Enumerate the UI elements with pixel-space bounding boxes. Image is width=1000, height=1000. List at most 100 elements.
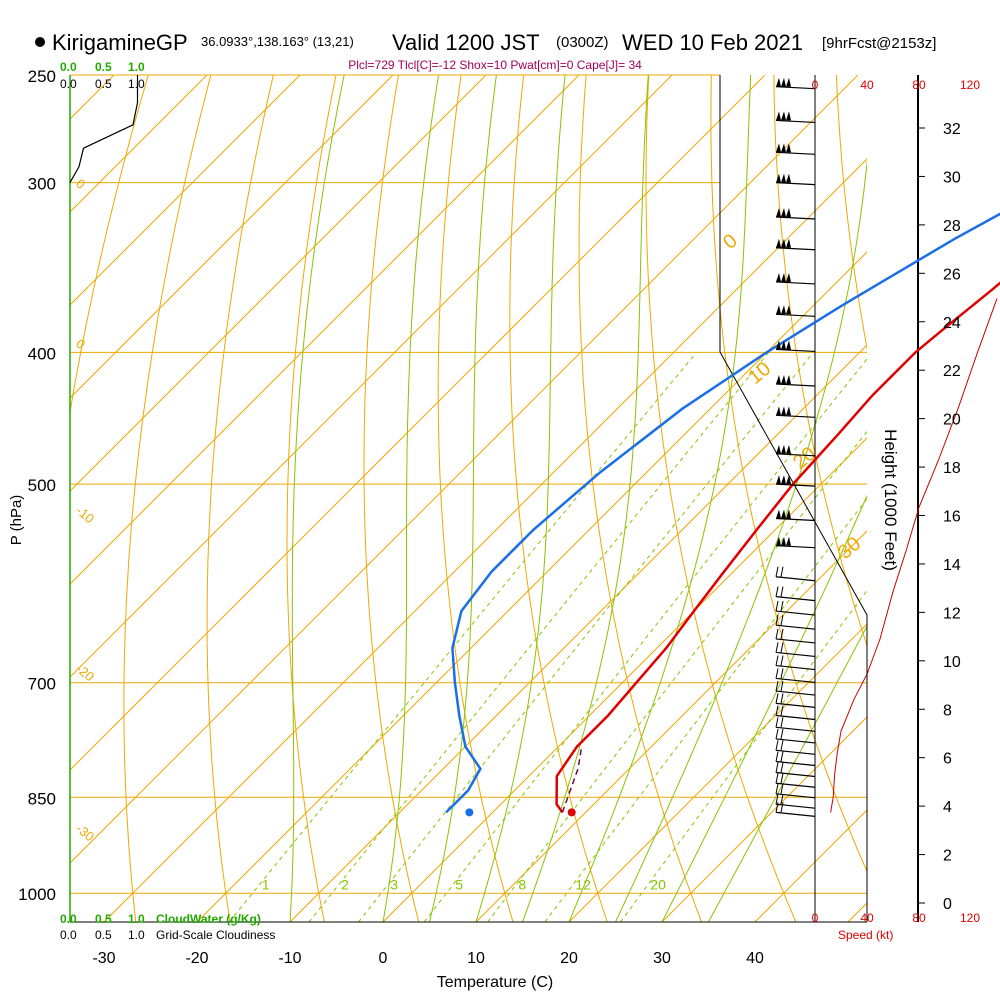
wind-barb-flag bbox=[781, 143, 786, 153]
wind-barb-flag bbox=[786, 207, 791, 217]
temperature-line bbox=[555, 281, 1000, 814]
cloudiness-tick-top-2: 1.0 bbox=[128, 77, 145, 91]
mixing-ratio-line bbox=[544, 497, 867, 923]
wind-barb-feather bbox=[780, 566, 784, 577]
wind-speed-profile bbox=[830, 298, 998, 813]
mixing-ratio-labels: 1 2 3 5 8 12 20 bbox=[262, 876, 666, 892]
wind-barb-staff bbox=[775, 86, 816, 90]
wind-barb-flag bbox=[781, 375, 786, 385]
moist-adiabat-lines bbox=[289, 75, 867, 923]
moist-adiabat-line bbox=[429, 75, 497, 923]
forecast-info: [9hrFcst@2153z] bbox=[822, 35, 936, 52]
wind-barb-flag bbox=[786, 340, 791, 350]
cloudwater-tick-top-2: 1.0 bbox=[128, 60, 145, 74]
wind-barb-staff bbox=[775, 517, 816, 522]
height-tick-12: 12 bbox=[943, 605, 961, 622]
wind-barb-flag bbox=[786, 173, 791, 183]
wind-barb-feather bbox=[775, 642, 779, 653]
wind-barb-flag bbox=[776, 207, 781, 217]
wind-barb-flag bbox=[781, 305, 786, 315]
wind-barb-feather bbox=[780, 728, 784, 740]
wind-barb bbox=[775, 751, 816, 767]
wind-barb-flag bbox=[776, 475, 781, 485]
wind-barb bbox=[775, 475, 816, 487]
wind-barb bbox=[775, 642, 816, 658]
cloudwater-tick-top-0: 0.0 bbox=[60, 60, 77, 74]
moist-adiabat-line bbox=[382, 75, 440, 923]
isotherm-line bbox=[289, 344, 867, 923]
mixing-ratio-label: 2 bbox=[341, 876, 349, 892]
isotherm-line bbox=[475, 530, 867, 923]
height-tick-22: 22 bbox=[943, 363, 961, 380]
wind-barb-feather bbox=[775, 628, 779, 640]
wind-barb-feather bbox=[780, 773, 784, 784]
wind-barb-staff bbox=[775, 151, 816, 155]
wind-barb-feather bbox=[780, 668, 784, 679]
plot-frame bbox=[69, 74, 919, 923]
cloudwater-tick-bottom-0: 0.0 bbox=[60, 912, 77, 926]
wind-barb-flag bbox=[776, 305, 781, 315]
station-name: KirigamineGP bbox=[52, 30, 188, 55]
wind-barb-feather bbox=[775, 615, 779, 626]
wind-barb-feather bbox=[780, 655, 784, 666]
isotherm-line bbox=[70, 75, 487, 492]
wind-barb-feather bbox=[775, 668, 779, 679]
wind-barb-flag bbox=[781, 77, 786, 87]
isotherm-line bbox=[661, 716, 867, 923]
isotherm-line bbox=[70, 75, 301, 306]
moist-adiabat-line bbox=[475, 75, 566, 923]
wind-barb-flag bbox=[776, 509, 781, 519]
cloudwater-tick-bottom-1: 0.5 bbox=[95, 912, 112, 926]
wind-barb-feather bbox=[780, 783, 784, 794]
wind-barb-feather bbox=[775, 586, 779, 597]
height-tick-6: 6 bbox=[943, 751, 952, 768]
wind-barb-staff bbox=[775, 383, 816, 387]
wind-barb-feather bbox=[780, 705, 784, 716]
dry-adiabat-line bbox=[835, 75, 867, 351]
mixing-ratio-label: 20 bbox=[650, 876, 666, 892]
wind-barb-staff bbox=[775, 610, 816, 616]
wind-barb bbox=[775, 740, 816, 755]
cloudiness-tick-bottom-0: 0.0 bbox=[60, 928, 77, 942]
wind-barb bbox=[775, 655, 816, 671]
isotherm-line bbox=[103, 158, 867, 923]
wind-barb-flag bbox=[786, 238, 791, 248]
speed-tick-top-2: 80 bbox=[912, 78, 926, 92]
wind-barb-feather bbox=[775, 566, 779, 577]
wind-barb-staff bbox=[775, 414, 816, 418]
wind-barb-flag bbox=[781, 475, 786, 485]
height-tick-10: 10 bbox=[943, 654, 961, 671]
speed-tick-top-1: 40 bbox=[860, 78, 874, 92]
mixing-ratio-label: 8 bbox=[518, 876, 526, 892]
surface-dewpoint-point bbox=[465, 808, 474, 817]
wind-barb-flag bbox=[776, 272, 781, 282]
temperature-tick--10: -10 bbox=[278, 950, 301, 967]
wind-barb-flag bbox=[776, 143, 781, 153]
wind-barb-staff bbox=[775, 596, 816, 602]
wind-barb bbox=[775, 406, 816, 418]
wind-barb-flag bbox=[786, 77, 791, 87]
isotherm-line bbox=[382, 437, 867, 923]
wind-barb-staff bbox=[775, 624, 816, 630]
wind-barb-staff bbox=[775, 348, 816, 353]
height-tick-14: 14 bbox=[943, 557, 961, 574]
wind-barb-feather bbox=[775, 705, 779, 716]
temperature-tick-20: 20 bbox=[560, 950, 578, 967]
y-axis-label: P (hPa) bbox=[8, 495, 25, 546]
stability-indices: Plcl=729 Tlcl[C]=-12 Shox=10 Pwat[cm]=0 … bbox=[348, 58, 642, 72]
wind-barb-flag bbox=[776, 238, 781, 248]
wind-barb-staff bbox=[775, 726, 816, 732]
wind-barb-staff bbox=[775, 182, 816, 186]
wind-barb-flag bbox=[776, 77, 781, 87]
moist-adiabat-line bbox=[661, 494, 867, 923]
wind-barb-flag bbox=[786, 509, 791, 519]
mixing-ratio-lines bbox=[228, 352, 867, 923]
wind-barb-staff bbox=[775, 216, 816, 220]
dry-adiabat-line bbox=[645, 75, 797, 923]
wind-barb-flag bbox=[781, 111, 786, 121]
temperature-tick-40: 40 bbox=[746, 950, 764, 967]
speed-tick-bottom-0: 0 bbox=[812, 911, 819, 925]
wind-barb-flag bbox=[776, 375, 781, 385]
wind-barb-feather bbox=[780, 751, 784, 762]
wind-barb-feather bbox=[775, 751, 779, 762]
